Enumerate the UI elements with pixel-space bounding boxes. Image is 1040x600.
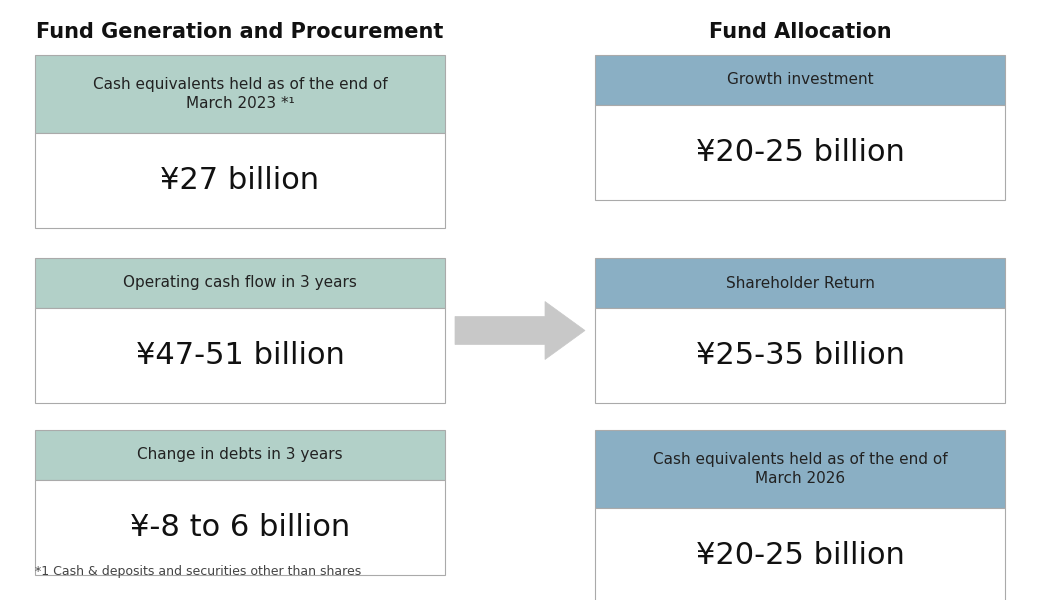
Text: ¥20-25 billion: ¥20-25 billion (696, 541, 905, 570)
Bar (595, 508, 1005, 600)
Text: ¥27 billion: ¥27 billion (160, 166, 319, 195)
Text: ¥47-51 billion: ¥47-51 billion (135, 341, 344, 370)
Bar (35, 55, 445, 133)
Text: Change in debts in 3 years: Change in debts in 3 years (137, 448, 343, 463)
Text: Operating cash flow in 3 years: Operating cash flow in 3 years (123, 275, 357, 290)
Bar (595, 105, 1005, 200)
Text: Growth investment: Growth investment (727, 73, 874, 88)
Text: Fund Allocation: Fund Allocation (708, 22, 891, 42)
Text: Fund Generation and Procurement: Fund Generation and Procurement (36, 22, 444, 42)
Bar (595, 55, 1005, 105)
Bar (595, 308, 1005, 403)
Text: Shareholder Return: Shareholder Return (726, 275, 875, 290)
Text: ¥25-35 billion: ¥25-35 billion (696, 341, 905, 370)
Polygon shape (456, 301, 584, 359)
Bar (595, 430, 1005, 508)
Text: ¥-8 to 6 billion: ¥-8 to 6 billion (130, 513, 350, 542)
Bar (35, 258, 445, 308)
Text: *1 Cash & deposits and securities other than shares: *1 Cash & deposits and securities other … (35, 565, 361, 578)
Bar (35, 480, 445, 575)
Bar (35, 308, 445, 403)
Text: Cash equivalents held as of the end of
March 2023 *¹: Cash equivalents held as of the end of M… (93, 77, 387, 112)
Bar (595, 258, 1005, 308)
Bar (35, 430, 445, 480)
Text: ¥20-25 billion: ¥20-25 billion (696, 138, 905, 167)
Text: Cash equivalents held as of the end of
March 2026: Cash equivalents held as of the end of M… (653, 452, 947, 487)
Bar (35, 133, 445, 228)
